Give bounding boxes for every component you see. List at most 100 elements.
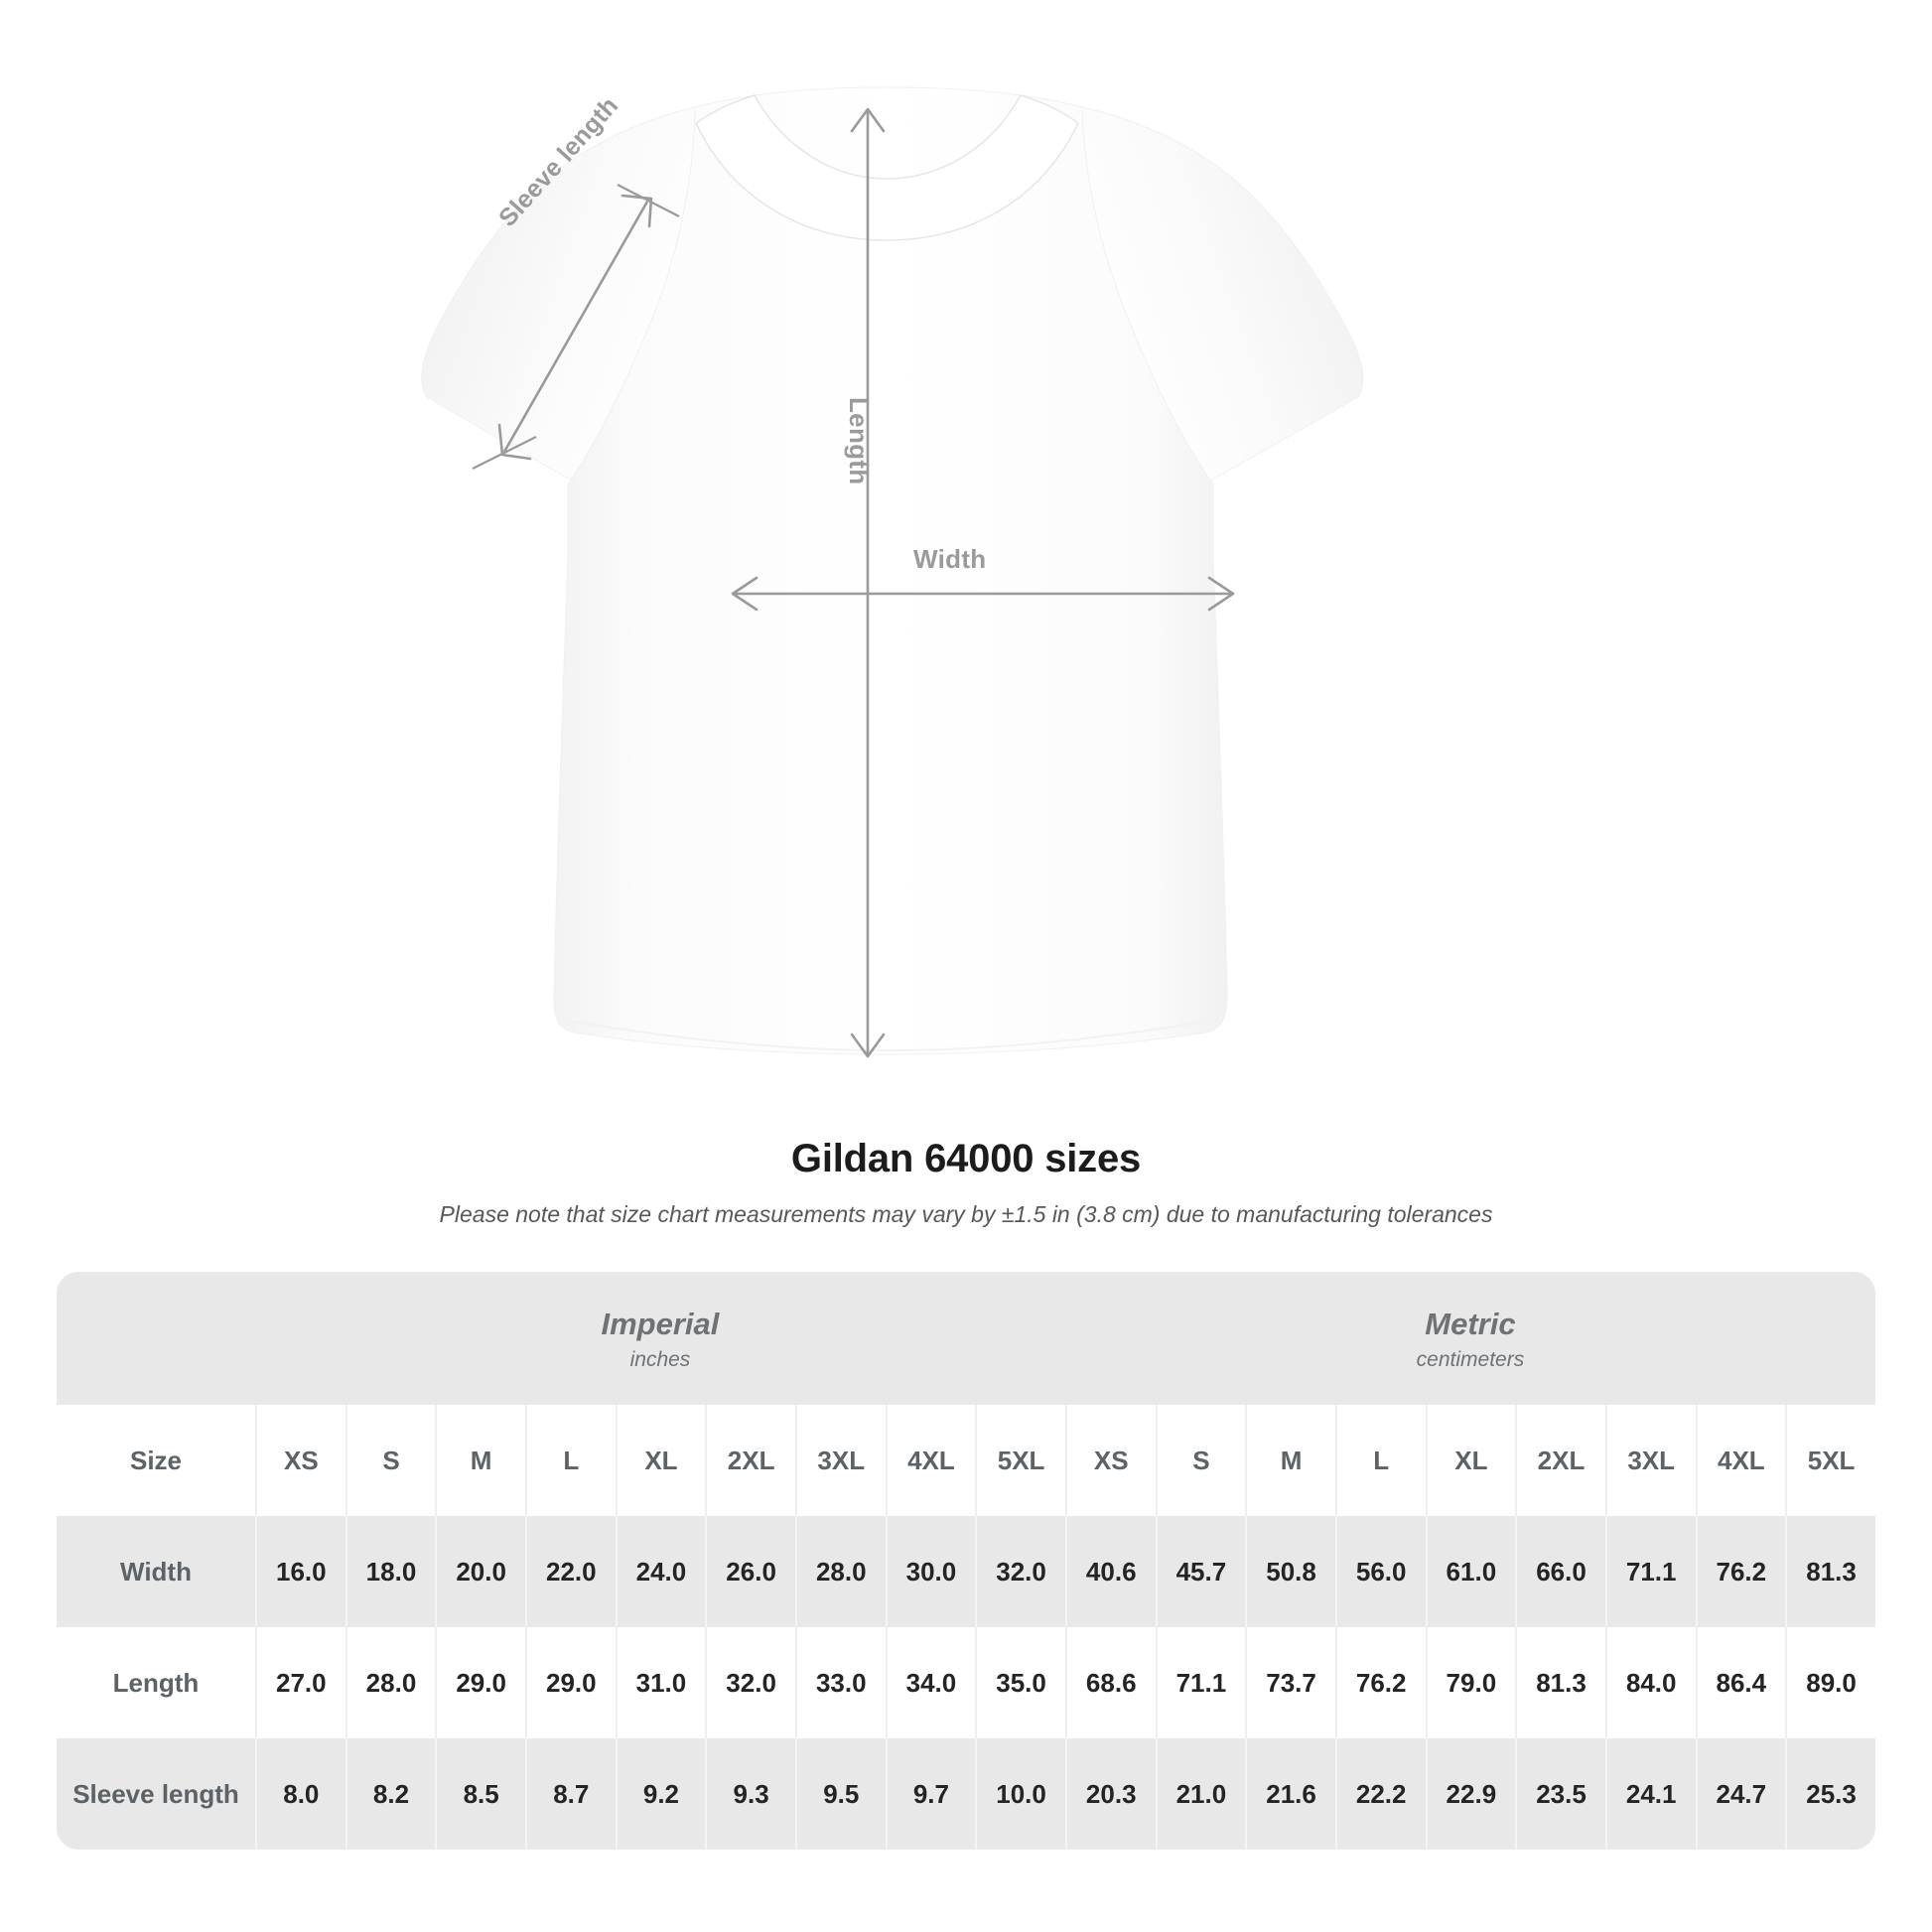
size-table-container: Imperial inches Metric centimeters Size XS S M L… bbox=[57, 1272, 1875, 1850]
unit-name: Imperial bbox=[601, 1306, 720, 1341]
size-header-xs-imperial: XS bbox=[255, 1405, 345, 1516]
shirt-body-shape bbox=[421, 86, 1364, 1055]
cell-length-metric-3xl: 84.0 bbox=[1604, 1627, 1696, 1738]
size-column-header: Size bbox=[57, 1405, 255, 1516]
cell-width-imperial-4xl: 30.0 bbox=[885, 1516, 976, 1627]
unit-subtitle: inches bbox=[629, 1347, 691, 1371]
size-header-l-imperial: L bbox=[524, 1405, 616, 1516]
row-label-length: Length bbox=[57, 1627, 255, 1738]
cell-width-metric-2xl: 66.0 bbox=[1515, 1516, 1605, 1627]
cell-width-imperial-xs: 16.0 bbox=[255, 1516, 345, 1627]
cell-length-imperial-xs: 27.0 bbox=[255, 1627, 345, 1738]
tolerance-note: Please note that size chart measurements… bbox=[439, 1201, 1493, 1227]
size-header-s-metric: S bbox=[1155, 1405, 1246, 1516]
cell-length-imperial-xl: 31.0 bbox=[615, 1627, 706, 1738]
cell-width-imperial-s: 18.0 bbox=[345, 1516, 436, 1627]
cell-width-imperial-5xl: 32.0 bbox=[975, 1516, 1065, 1627]
cell-length-imperial-4xl: 34.0 bbox=[885, 1627, 976, 1738]
cell-length-metric-5xl: 89.0 bbox=[1785, 1627, 1875, 1738]
cell-width-metric-l: 56.0 bbox=[1334, 1516, 1426, 1627]
row-label-width: Width bbox=[57, 1516, 255, 1627]
unit-subtitle: centimeters bbox=[1416, 1347, 1525, 1371]
cell-sleeve-length-imperial-m: 8.5 bbox=[435, 1738, 525, 1850]
cell-width-metric-s: 45.7 bbox=[1155, 1516, 1246, 1627]
cell-sleeve-length-metric-4xl: 24.7 bbox=[1695, 1738, 1786, 1850]
size-header-4xl-imperial: 4XL bbox=[885, 1405, 976, 1516]
cell-sleeve-length-metric-m: 21.6 bbox=[1245, 1738, 1335, 1850]
cell-width-imperial-xl: 24.0 bbox=[615, 1516, 706, 1627]
cell-length-metric-xs: 68.6 bbox=[1064, 1627, 1156, 1738]
cell-sleeve-length-imperial-xs: 8.0 bbox=[255, 1738, 345, 1850]
row-label-sleeve-length: Sleeve length bbox=[57, 1738, 255, 1850]
unit-name: Metric bbox=[1425, 1306, 1516, 1341]
unit-row-spacer bbox=[57, 1272, 255, 1405]
cell-length-metric-s: 71.1 bbox=[1155, 1627, 1246, 1738]
cell-sleeve-length-imperial-xl: 9.2 bbox=[615, 1738, 706, 1850]
cell-width-imperial-2xl: 26.0 bbox=[705, 1516, 795, 1627]
cell-sleeve-length-metric-s: 21.0 bbox=[1155, 1738, 1246, 1850]
size-header-5xl-imperial: 5XL bbox=[975, 1405, 1065, 1516]
size-header-5xl-metric: 5XL bbox=[1785, 1405, 1875, 1516]
cell-sleeve-length-imperial-3xl: 9.5 bbox=[794, 1738, 886, 1850]
cell-sleeve-length-imperial-s: 8.2 bbox=[345, 1738, 436, 1850]
cell-sleeve-length-imperial-5xl: 10.0 bbox=[975, 1738, 1065, 1850]
cell-length-imperial-3xl: 33.0 bbox=[794, 1627, 886, 1738]
cell-width-metric-5xl: 81.3 bbox=[1785, 1516, 1875, 1627]
cell-length-metric-xl: 79.0 bbox=[1425, 1627, 1516, 1738]
cell-width-metric-m: 50.8 bbox=[1245, 1516, 1335, 1627]
cell-sleeve-length-metric-xl: 22.9 bbox=[1425, 1738, 1516, 1850]
cell-length-metric-2xl: 81.3 bbox=[1515, 1627, 1605, 1738]
cell-width-imperial-3xl: 28.0 bbox=[794, 1516, 886, 1627]
width-guide-arrow bbox=[731, 576, 1235, 612]
cell-width-metric-xl: 61.0 bbox=[1425, 1516, 1516, 1627]
cell-width-metric-3xl: 71.1 bbox=[1604, 1516, 1696, 1627]
cell-length-metric-4xl: 86.4 bbox=[1695, 1627, 1786, 1738]
table-row: Width 16.0 18.0 20.0 22.0 24.0 26.0 28.0 30.0 32.… bbox=[57, 1516, 1875, 1627]
cell-length-imperial-m: 29.0 bbox=[435, 1627, 525, 1738]
size-header-xl-imperial: XL bbox=[615, 1405, 706, 1516]
cell-width-metric-xs: 40.6 bbox=[1064, 1516, 1156, 1627]
cell-sleeve-length-imperial-4xl: 9.7 bbox=[885, 1738, 976, 1850]
size-header-s-imperial: S bbox=[345, 1405, 436, 1516]
cell-length-imperial-5xl: 35.0 bbox=[975, 1627, 1065, 1738]
cell-sleeve-length-metric-3xl: 24.1 bbox=[1604, 1738, 1696, 1850]
measurement-guides bbox=[472, 107, 1235, 1058]
cell-sleeve-length-metric-xs: 20.3 bbox=[1064, 1738, 1156, 1850]
size-header-2xl-imperial: 2XL bbox=[705, 1405, 795, 1516]
t-shirt-illustration bbox=[421, 86, 1364, 1058]
page-title: Gildan 64000 sizes bbox=[790, 1137, 1142, 1180]
cell-sleeve-length-imperial-2xl: 9.3 bbox=[705, 1738, 795, 1850]
cell-width-metric-4xl: 76.2 bbox=[1695, 1516, 1786, 1627]
unit-group-header-metric: Metric centimeters bbox=[1064, 1272, 1875, 1405]
size-header-3xl-metric: 3XL bbox=[1604, 1405, 1696, 1516]
table-row: Sleeve length 8.0 8.2 8.5 8.7 9.2 9.3 9.5 9.7 10.… bbox=[57, 1738, 1875, 1850]
cell-length-metric-m: 73.7 bbox=[1245, 1627, 1335, 1738]
size-chart-table: Imperial inches Metric centimeters Size XS S M L… bbox=[57, 1272, 1875, 1850]
width-measure-label: Width bbox=[913, 544, 987, 574]
unit-group-header-imperial: Imperial inches bbox=[255, 1272, 1065, 1405]
size-header-4xl-metric: 4XL bbox=[1695, 1405, 1786, 1516]
cell-length-metric-l: 76.2 bbox=[1334, 1627, 1426, 1738]
size-header-3xl-imperial: 3XL bbox=[794, 1405, 886, 1516]
cell-length-imperial-l: 29.0 bbox=[524, 1627, 616, 1738]
size-header-row: Size XS S M L XL 2XL 3XL 4XL 5XL XS S M L XL 2XL 3XL 4XL 5… bbox=[57, 1405, 1875, 1516]
cell-width-imperial-m: 20.0 bbox=[435, 1516, 525, 1627]
unit-header-row: Imperial inches Metric centimeters bbox=[57, 1272, 1875, 1405]
sleeve-length-guide-arrow bbox=[472, 184, 680, 470]
cell-length-imperial-2xl: 32.0 bbox=[705, 1627, 795, 1738]
size-header-l-metric: L bbox=[1334, 1405, 1426, 1516]
chart-title-block: Gildan 64000 sizes Please note that size… bbox=[0, 1137, 1932, 1228]
cell-width-imperial-l: 22.0 bbox=[524, 1516, 616, 1627]
table-row: Length 27.0 28.0 29.0 29.0 31.0 32.0 33.0 34.0 35… bbox=[57, 1627, 1875, 1738]
t-shirt-measurement-diagram: Width Length Sleeve length bbox=[421, 86, 1364, 1058]
cell-sleeve-length-metric-5xl: 25.3 bbox=[1785, 1738, 1875, 1850]
cell-sleeve-length-metric-l: 22.2 bbox=[1334, 1738, 1426, 1850]
cell-length-imperial-s: 28.0 bbox=[345, 1627, 436, 1738]
size-header-2xl-metric: 2XL bbox=[1515, 1405, 1605, 1516]
length-measure-label: Length bbox=[844, 397, 874, 485]
size-header-m-metric: M bbox=[1245, 1405, 1335, 1516]
size-header-xs-metric: XS bbox=[1064, 1405, 1156, 1516]
size-header-xl-metric: XL bbox=[1425, 1405, 1516, 1516]
size-header-m-imperial: M bbox=[435, 1405, 525, 1516]
